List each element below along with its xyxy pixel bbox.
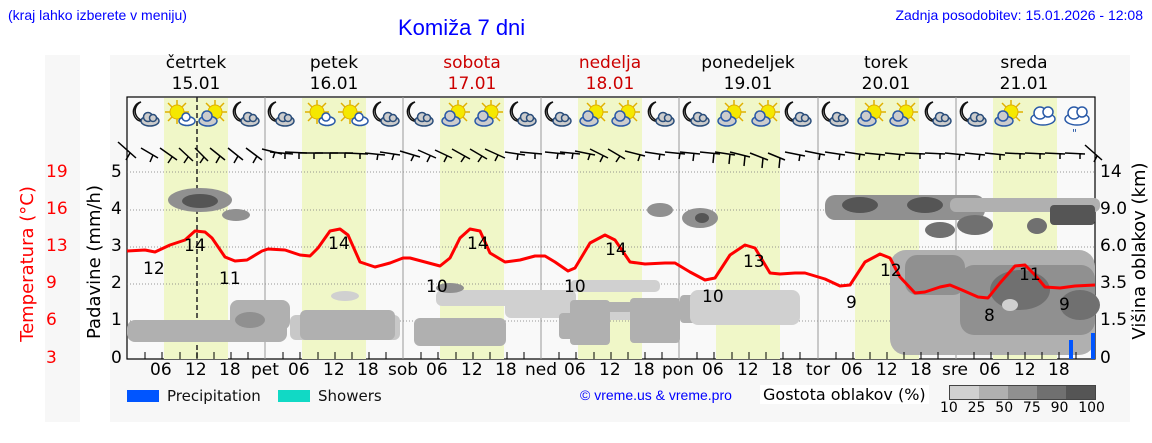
- cloud-density-title: Gostota oblakov (%): [760, 385, 929, 404]
- legend-precipitation: Precipitation: [127, 387, 261, 405]
- day-header: petek 16.01: [309, 53, 359, 94]
- hour-label: 18: [495, 360, 517, 380]
- temp-value-label: 14: [184, 236, 206, 256]
- hour-label: 06: [288, 360, 310, 380]
- last-updated: Zadnja posodobitev: 15.01.2026 - 12:08: [895, 7, 1143, 23]
- showers-swatch: [278, 390, 310, 402]
- temp-tick: 13: [46, 236, 68, 256]
- temp-tick: 19: [46, 162, 68, 182]
- temp-value-label: 12: [880, 261, 902, 281]
- temp-value-label: 9: [1059, 295, 1070, 315]
- cloud-layers: [127, 188, 1100, 355]
- hour-label: 06: [426, 360, 448, 380]
- precip-tick: 0: [111, 348, 122, 368]
- copyright-link[interactable]: © vreme.us & vreme.pro: [580, 387, 732, 403]
- day-header: sreda 21.01: [999, 53, 1049, 94]
- precip-tick: 2: [111, 273, 122, 293]
- precip-tick: 3: [111, 236, 122, 256]
- location-note: (kraj lahko izberete v meniju): [8, 7, 187, 23]
- cloud-density-scale: [949, 385, 1096, 400]
- temp-value-label: 14: [605, 240, 627, 260]
- cloud-height-tick: 1.5: [1100, 310, 1128, 330]
- temp-tick: 3: [46, 348, 57, 368]
- temperature-axis-panel: [45, 55, 80, 422]
- temp-value-label: 10: [564, 277, 586, 297]
- temp-value-label: 9: [846, 293, 857, 313]
- day-header: torek 20.01: [861, 53, 911, 94]
- hour-label: 18: [633, 360, 655, 380]
- cloud-height-tick: 14: [1100, 162, 1122, 182]
- svg-text:": ": [1072, 127, 1077, 140]
- hour-label: 18: [771, 360, 793, 380]
- hour-label: 12: [323, 360, 345, 380]
- temp-tick: 16: [46, 199, 68, 219]
- hour-label: 18: [910, 360, 932, 380]
- temp-value-label: 12: [143, 259, 165, 279]
- hour-label: 12: [737, 360, 759, 380]
- day-header: četrtek 15.01: [165, 53, 227, 94]
- legend-showers: Showers: [278, 387, 382, 405]
- temp-value-label: 8: [984, 306, 995, 326]
- hour-label: 12: [185, 360, 207, 380]
- day-abbr-label: tor: [806, 360, 831, 380]
- hour-label: 18: [357, 360, 379, 380]
- temp-value-label: 11: [1019, 265, 1041, 285]
- precipitation-bar: [1069, 340, 1073, 359]
- temp-value-label: 10: [702, 287, 724, 307]
- wind-barbs: [117, 141, 1103, 169]
- day-abbr-label: ned: [525, 360, 558, 380]
- temp-value-label: 10: [426, 277, 448, 297]
- precip-tick: 5: [111, 162, 122, 182]
- temp-tick: 6: [46, 310, 57, 330]
- precipitation-swatch: [127, 390, 159, 402]
- hour-label: 06: [564, 360, 586, 380]
- day-abbr-label: pon: [662, 360, 694, 380]
- day-abbr-label: pet: [251, 360, 279, 380]
- day-header: ponedeljek 19.01: [701, 53, 795, 94]
- temp-value-label: 13: [743, 252, 765, 272]
- hour-label: 12: [876, 360, 898, 380]
- cloud-height-tick: 6.0: [1100, 236, 1128, 256]
- weather-icons: ": [132, 99, 1090, 140]
- hour-ticks: [144, 352, 1077, 359]
- hour-label: 06: [979, 360, 1001, 380]
- precipitation-bar: [1091, 333, 1095, 359]
- temp-value-label: 14: [467, 234, 489, 254]
- legend-label: Precipitation: [167, 387, 261, 405]
- hour-label: 06: [150, 360, 172, 380]
- day-header-row: četrtek 15.01 petek 16.01 sobota 17.01 nede…: [127, 53, 1095, 95]
- day-abbr-label: sre: [942, 360, 968, 380]
- hour-label: 06: [702, 360, 724, 380]
- hour-label: 18: [219, 360, 241, 380]
- cloud-height-tick: 0: [1100, 348, 1111, 368]
- precip-tick: 4: [111, 199, 122, 219]
- legend-label: Showers: [318, 387, 382, 405]
- temp-value-label: 14: [328, 234, 350, 254]
- hour-label: 12: [1014, 360, 1036, 380]
- cloud-density-ticks: 10 25 50 75 90 100: [940, 400, 1105, 416]
- precip-tick: 1: [111, 310, 122, 330]
- temp-value-label: 11: [219, 269, 241, 289]
- cloud-height-tick: 3.5: [1100, 273, 1128, 293]
- day-header-weekend: nedelja 18.01: [578, 53, 642, 94]
- day-header-weekend: sobota 17.01: [443, 53, 501, 94]
- hour-label: 12: [599, 360, 621, 380]
- cloud-height-tick: 9.0: [1100, 199, 1128, 219]
- hour-label: 06: [841, 360, 863, 380]
- page-title: Komiža 7 dni: [398, 15, 526, 40]
- temp-tick: 9: [46, 273, 57, 293]
- hour-label: 18: [1048, 360, 1070, 380]
- temperature-line: [126, 227, 1096, 300]
- day-abbr-label: sob: [388, 360, 419, 380]
- hour-label: 12: [461, 360, 483, 380]
